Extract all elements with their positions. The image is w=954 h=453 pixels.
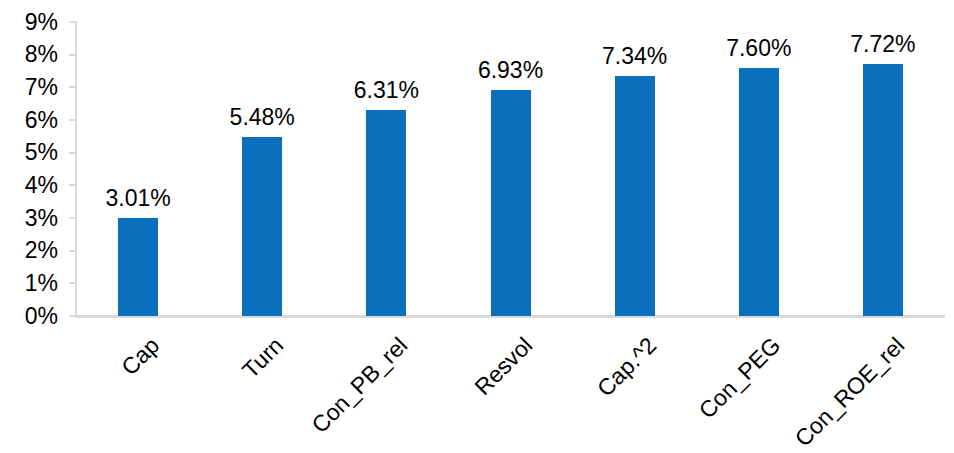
y-axis-tick-label: 6% [0,107,58,134]
bar-value-label: 7.34% [565,43,705,70]
bar [491,90,531,316]
y-axis-tick-label: 4% [0,172,58,199]
y-axis-tick-label: 0% [0,303,58,330]
bar [366,110,406,316]
x-axis-category-label: Cap [0,332,164,453]
y-axis-tick-label: 5% [0,139,58,166]
bar [242,137,282,316]
bar-value-label: 3.01% [68,185,208,212]
y-axis-tick-label: 7% [0,74,58,101]
y-axis-tick-label: 3% [0,205,58,232]
bar [615,76,655,316]
bar [118,218,158,316]
y-axis-tick-label: 1% [0,270,58,297]
bar [739,68,779,316]
bar-value-label: 5.48% [192,104,332,131]
y-axis-line [75,22,77,316]
y-axis-tick-label: 9% [0,9,58,36]
y-axis-tick-label: 8% [0,41,58,68]
bar-chart: 0%1%2%3%4%5%6%7%8%9% 3.01%Cap5.48%Turn6.… [0,0,954,453]
bar-value-label: 7.60% [689,35,829,62]
bar-value-label: 6.93% [441,57,581,84]
bar-value-label: 6.31% [316,77,456,104]
y-axis-tick-label: 2% [0,237,58,264]
bar [863,64,903,316]
bar-value-label: 7.72% [813,31,953,58]
